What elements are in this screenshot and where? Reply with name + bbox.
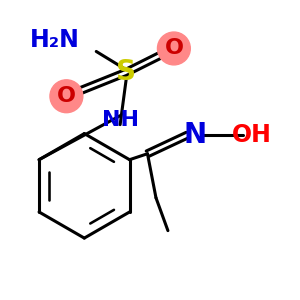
Text: OH: OH	[232, 123, 272, 147]
Text: N: N	[183, 121, 206, 149]
Circle shape	[50, 80, 83, 113]
Circle shape	[158, 32, 190, 65]
Text: S: S	[116, 58, 136, 86]
Text: NH: NH	[102, 110, 139, 130]
Text: O: O	[164, 38, 183, 58]
Text: O: O	[57, 86, 76, 106]
Text: H₂N: H₂N	[29, 28, 80, 52]
